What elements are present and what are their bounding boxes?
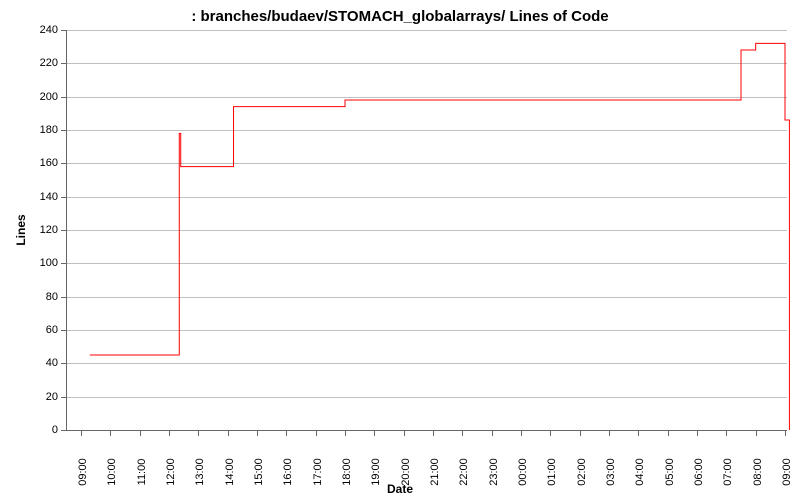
x-tick bbox=[433, 430, 434, 436]
x-tick bbox=[374, 430, 375, 436]
x-tick bbox=[316, 430, 317, 436]
y-tick-label: 160 bbox=[40, 157, 58, 169]
y-tick-label: 20 bbox=[46, 391, 58, 403]
x-tick bbox=[345, 430, 346, 436]
plot-area bbox=[66, 30, 787, 431]
y-tick-label: 40 bbox=[46, 357, 58, 369]
chart-container: : branches/budaev/STOMACH_globalarrays/ … bbox=[0, 0, 800, 500]
y-tick-label: 60 bbox=[46, 324, 58, 336]
x-tick bbox=[404, 430, 405, 436]
y-tick-label: 180 bbox=[40, 124, 58, 136]
chart-title: : branches/budaev/STOMACH_globalarrays/ … bbox=[0, 8, 800, 25]
x-tick bbox=[521, 430, 522, 436]
x-tick bbox=[668, 430, 669, 436]
x-tick bbox=[169, 430, 170, 436]
x-tick bbox=[228, 430, 229, 436]
x-tick bbox=[257, 430, 258, 436]
y-tick-label: 220 bbox=[40, 57, 58, 69]
x-tick bbox=[81, 430, 82, 436]
y-tick-label: 80 bbox=[46, 291, 58, 303]
y-tick-label: 240 bbox=[40, 24, 58, 36]
y-tick-label: 140 bbox=[40, 191, 58, 203]
x-tick bbox=[756, 430, 757, 436]
x-tick bbox=[462, 430, 463, 436]
y-tick-label: 100 bbox=[40, 257, 58, 269]
x-axis-label: Date bbox=[0, 482, 800, 496]
x-tick bbox=[198, 430, 199, 436]
x-tick bbox=[580, 430, 581, 436]
x-tick bbox=[785, 430, 786, 436]
x-tick bbox=[638, 430, 639, 436]
x-tick bbox=[697, 430, 698, 436]
y-tick-label: 200 bbox=[40, 91, 58, 103]
y-tick bbox=[61, 430, 67, 431]
x-tick bbox=[726, 430, 727, 436]
x-tick bbox=[492, 430, 493, 436]
y-tick-label: 120 bbox=[40, 224, 58, 236]
x-tick bbox=[110, 430, 111, 436]
y-axis-label: Lines bbox=[14, 214, 28, 245]
x-tick bbox=[140, 430, 141, 436]
x-tick bbox=[286, 430, 287, 436]
x-tick bbox=[609, 430, 610, 436]
x-tick bbox=[550, 430, 551, 436]
y-tick-label: 0 bbox=[52, 424, 58, 436]
data-line bbox=[67, 30, 787, 430]
